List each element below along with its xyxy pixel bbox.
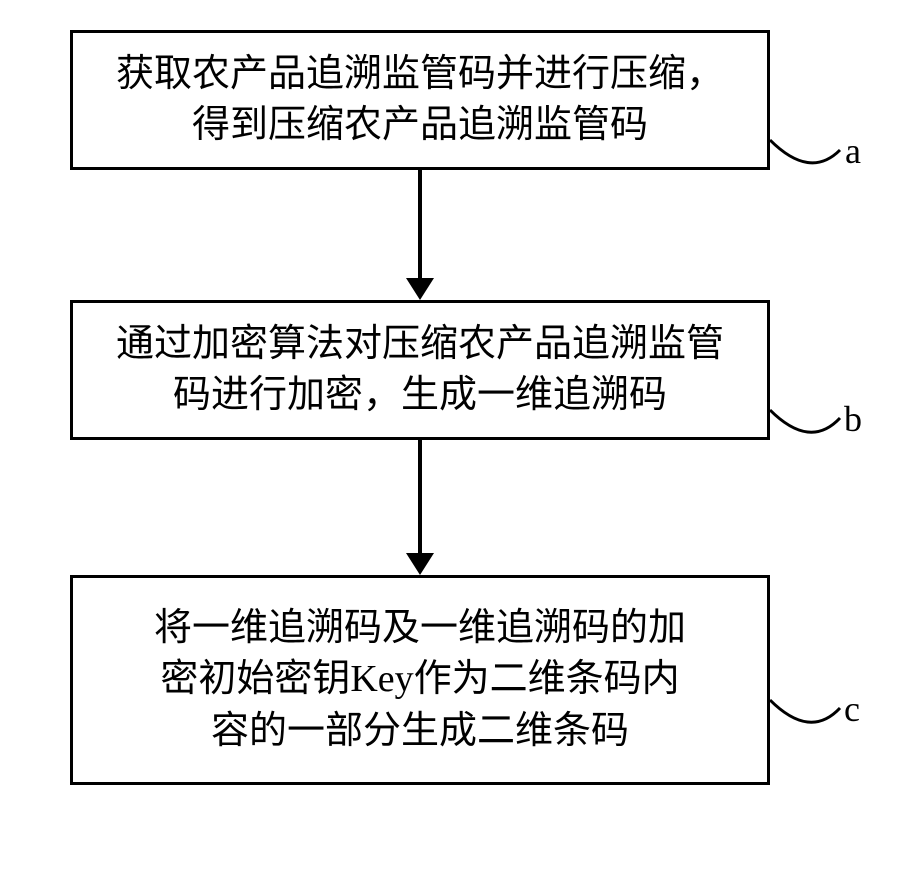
box-c-pointer	[750, 680, 920, 880]
box-b-label: b	[844, 398, 862, 440]
arrow-ab-head	[406, 278, 434, 300]
box-b-pointer	[750, 390, 920, 590]
arrow-ab-line	[418, 170, 422, 278]
arrow-bc-line	[418, 440, 422, 553]
box-b: 通过加密算法对压缩农产品追溯监管码进行加密，生成一维追溯码	[70, 300, 770, 440]
box-c-text: 将一维追溯码及一维追溯码的加密初始密钥Key作为二维条码内容的一部分生成二维条码	[154, 603, 686, 757]
flowchart-canvas: 获取农产品追溯监管码并进行压缩，得到压缩农产品追溯监管码 a 通过加密算法对压缩农产…	[0, 0, 920, 832]
box-c-label: c	[844, 688, 860, 730]
box-a-pointer	[750, 120, 920, 320]
box-c: 将一维追溯码及一维追溯码的加密初始密钥Key作为二维条码内容的一部分生成二维条码	[70, 575, 770, 785]
arrow-bc-head	[406, 553, 434, 575]
box-a: 获取农产品追溯监管码并进行压缩，得到压缩农产品追溯监管码	[70, 30, 770, 170]
box-b-text: 通过加密算法对压缩农产品追溯监管码进行加密，生成一维追溯码	[116, 319, 724, 422]
box-a-text: 获取农产品追溯监管码并进行压缩，得到压缩农产品追溯监管码	[116, 49, 724, 152]
box-a-label: a	[845, 130, 861, 172]
